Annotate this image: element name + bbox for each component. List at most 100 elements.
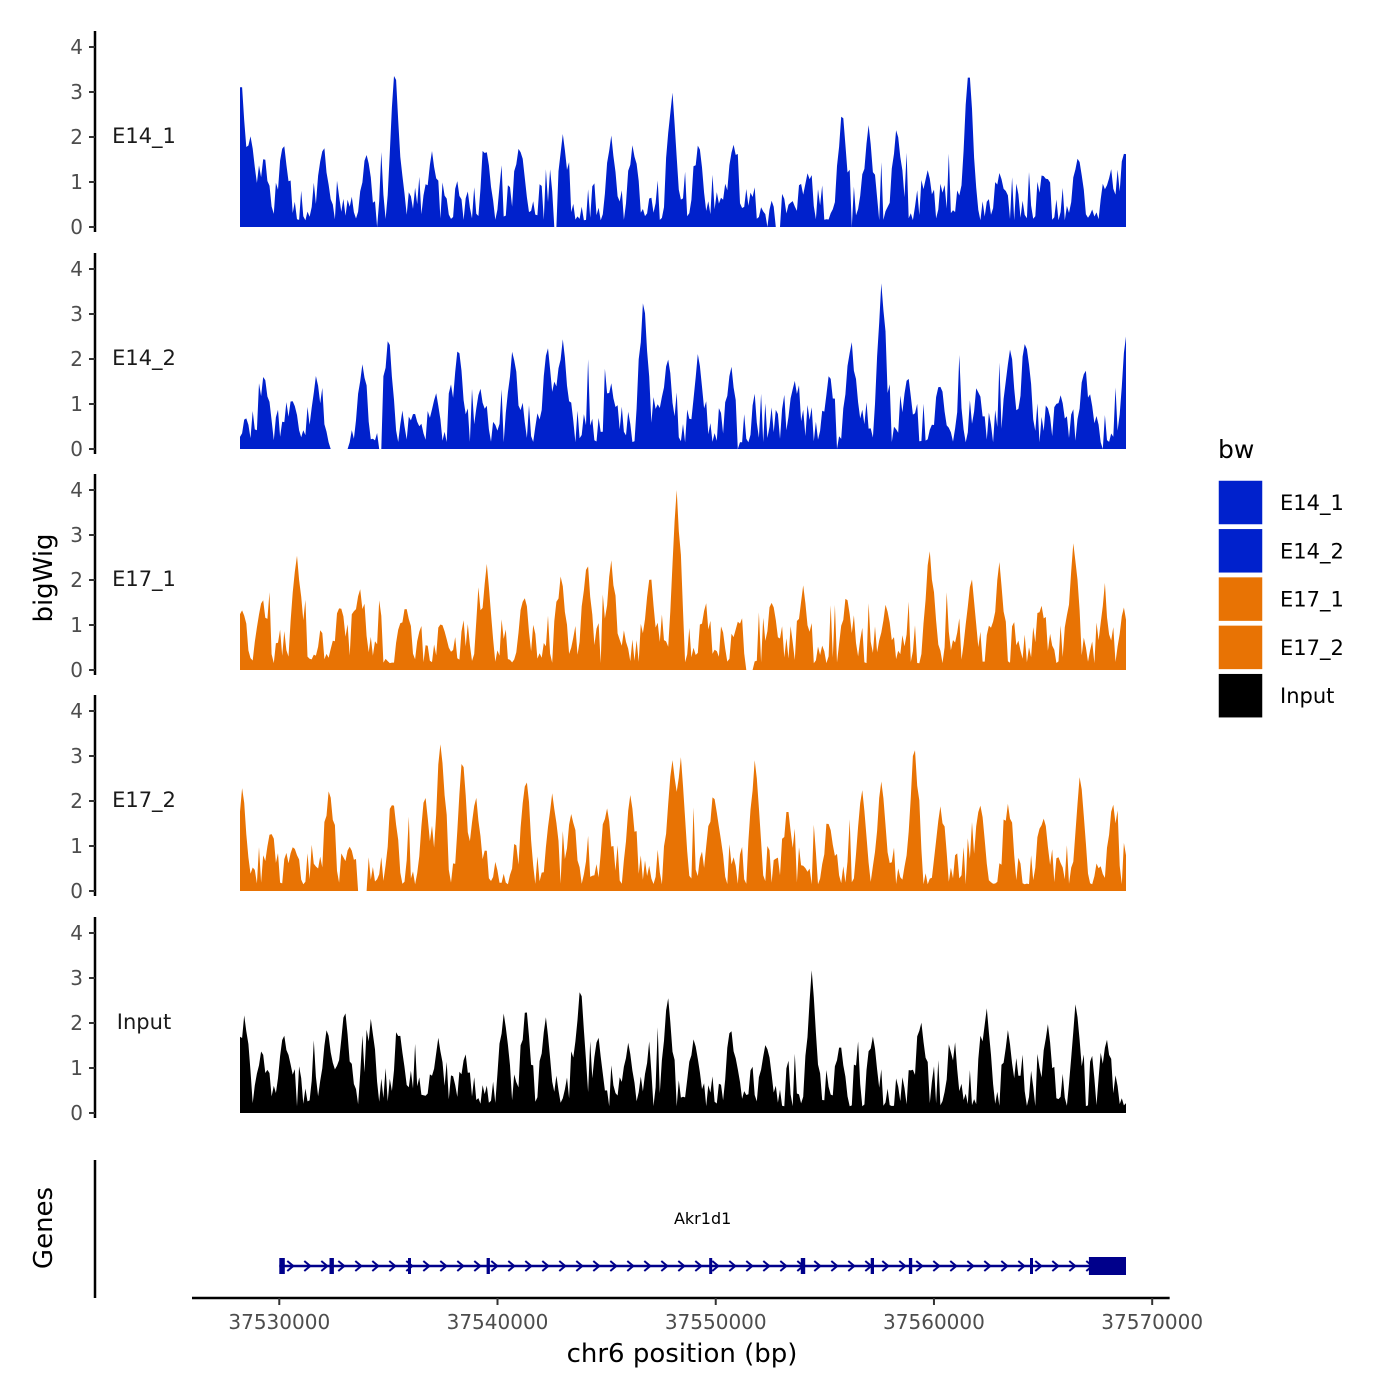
strand-arrow [677, 1260, 686, 1272]
track-label: E14_2 [112, 346, 176, 371]
strand-arrow [490, 1260, 499, 1272]
track-label: E17_2 [112, 788, 176, 813]
strand-arrow [881, 1260, 890, 1272]
legend-key [1217, 624, 1264, 671]
strand-arrow [1068, 1260, 1077, 1272]
strand-arrow [830, 1260, 839, 1272]
y-tick-label: 1 [70, 392, 83, 416]
x-axis-title: chr6 position (bp) [567, 1339, 798, 1369]
strand-arrow [660, 1260, 669, 1272]
y-tick-label: 2 [70, 789, 83, 813]
x-tick-label: 37570000 [1101, 1310, 1203, 1334]
track-e17-2: 0 1 2 3 4 E17_2 [70, 695, 1126, 903]
legend: E14_1 E14_2 E17_1 E17_2 Input [1217, 479, 1344, 719]
y-tick-label: 0 [70, 1101, 83, 1125]
strand-arrow [728, 1260, 737, 1272]
coverage-area [240, 970, 1126, 1113]
track-input: 0 1 2 3 4 Input [70, 917, 1126, 1125]
legend-label: Input [1280, 684, 1334, 708]
y-tick-label: 2 [70, 568, 83, 592]
strand-arrow [779, 1260, 788, 1272]
track-e17-1: 0 1 2 3 4 E17_1 [70, 474, 1126, 682]
strand-arrow [694, 1260, 703, 1272]
gene-akr1d1: Akr1d1 [279, 1209, 1126, 1275]
strand-arrow [286, 1260, 295, 1272]
strand-arrow [966, 1260, 975, 1272]
y-tick-label: 4 [70, 921, 83, 945]
y-tick-label: 3 [70, 302, 83, 326]
y-tick-label: 0 [70, 437, 83, 461]
legend-label: E14_1 [1280, 491, 1344, 516]
y-tick-label: 3 [70, 966, 83, 990]
legend-key [1217, 575, 1264, 623]
exon [908, 1258, 913, 1274]
y-axis-title: bigWig [29, 533, 59, 622]
strand-arrow [1017, 1260, 1026, 1272]
y-tick-label: 1 [70, 170, 83, 194]
x-axis: 37530000 37540000 37550000 37560000 37570000 [191, 1296, 1203, 1334]
strand-arrow [1034, 1260, 1043, 1272]
y-tick-label: 1 [70, 613, 83, 637]
strand-arrow [524, 1260, 533, 1272]
strand-arrow [1051, 1260, 1060, 1272]
y-tick-label: 4 [70, 257, 83, 281]
y-tick-label: 4 [70, 478, 83, 502]
exon [800, 1258, 806, 1274]
legend-title: bw [1218, 435, 1254, 464]
strand-arrow [983, 1260, 992, 1272]
y-tick-label: 3 [70, 744, 83, 768]
y-tick-label: 4 [70, 699, 83, 723]
y-tick-label: 1 [70, 834, 83, 858]
exon [408, 1258, 411, 1274]
exon [709, 1258, 713, 1274]
coverage-area [240, 283, 1126, 449]
legend-label: E17_2 [1280, 636, 1344, 661]
strand-arrow [915, 1260, 924, 1272]
legend-label: E14_2 [1280, 539, 1344, 564]
coverage-area [240, 490, 1126, 670]
y-tick-label: 2 [70, 347, 83, 371]
x-tick-label: 37550000 [665, 1310, 767, 1334]
y-tick-label: 0 [70, 658, 83, 682]
coverage-tracks: 0 1 2 3 4 E14_1 0 1 2 3 4 E14_2 0 1 2 3 4 E17_1 0 1 2 3 4 E17_2… [70, 31, 1126, 1125]
strand-arrow [643, 1260, 652, 1272]
gene-label: Akr1d1 [674, 1209, 731, 1228]
strand-arrow [303, 1260, 312, 1272]
legend-label: E17_1 [1280, 588, 1344, 613]
y-tick-label: 2 [70, 1011, 83, 1035]
y-tick-label: 0 [70, 879, 83, 903]
strand-arrow [626, 1260, 635, 1272]
strand-arrow [609, 1260, 618, 1272]
exon [329, 1258, 334, 1274]
y-tick-label: 4 [70, 35, 83, 59]
legend-key [1217, 527, 1264, 575]
strand-arrow [898, 1260, 907, 1272]
track-label: E14_1 [112, 124, 176, 149]
strand-arrow [456, 1260, 465, 1272]
strand-arrow [541, 1260, 550, 1272]
exon [1030, 1258, 1033, 1274]
genes-axis-title: Genes [29, 1187, 59, 1269]
strand-arrow [371, 1260, 380, 1272]
strand-arrow [337, 1260, 346, 1272]
gene-track: Akr1d1 [93, 1160, 1126, 1298]
exon [279, 1258, 285, 1274]
strand-arrow [388, 1260, 397, 1272]
coverage-area [240, 76, 1126, 227]
strand-arrow [558, 1260, 567, 1272]
strand-arrow [592, 1260, 601, 1272]
y-tick-label: 2 [70, 125, 83, 149]
strand-arrow [932, 1260, 941, 1272]
strand-arrow [320, 1260, 329, 1272]
track-label: Input [117, 1010, 171, 1034]
track-label: E17_1 [112, 567, 176, 592]
legend-key [1217, 672, 1264, 719]
x-tick-label: 37530000 [228, 1310, 330, 1334]
strand-arrow [847, 1260, 856, 1272]
track-e14-2: 0 1 2 3 4 E14_2 [70, 253, 1126, 461]
strand-arrow [762, 1260, 771, 1272]
strand-arrow [813, 1260, 822, 1272]
exon [870, 1258, 874, 1274]
strand-arrow [575, 1260, 584, 1272]
